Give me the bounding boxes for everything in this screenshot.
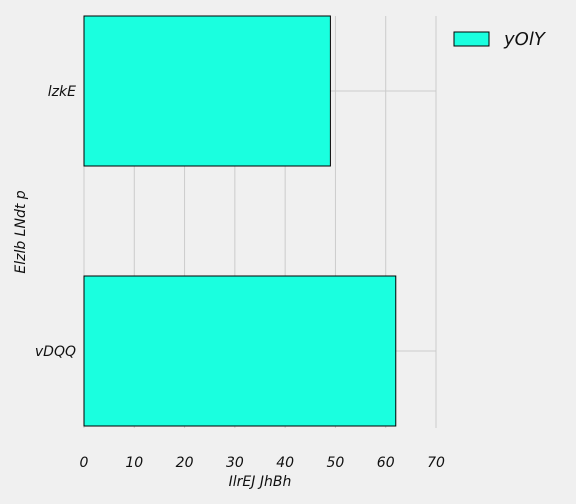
x-tick-label: 40 [276, 455, 294, 471]
bar-vDQQ [83, 275, 397, 427]
x-axis-title: IlrEJ JhBh [229, 474, 292, 490]
x-tick-label: 20 [176, 455, 194, 471]
x-tick-label: 70 [427, 455, 445, 471]
legend: yOlY [453, 29, 547, 50]
x-tick-label: 0 [80, 455, 89, 471]
x-tick-label: 60 [377, 455, 395, 471]
y-tick-label: vDQQ [35, 344, 76, 360]
x-tick-label: 30 [226, 455, 244, 471]
axis-titles: IlrEJ JhBh Elzlb LNdt p [13, 190, 291, 490]
legend-label: yOlY [503, 29, 547, 50]
x-tick-label: 50 [327, 455, 345, 471]
tick-labels: 0 10 20 30 40 50 60 70 lzkE vDQQ [35, 84, 445, 471]
bars [83, 15, 397, 427]
y-tick-label: lzkE [48, 84, 76, 100]
x-tick-label: 10 [125, 455, 143, 471]
y-axis-title: Elzlb LNdt p [13, 190, 29, 273]
bar-lzkE [83, 15, 331, 167]
legend-swatch [453, 31, 490, 47]
